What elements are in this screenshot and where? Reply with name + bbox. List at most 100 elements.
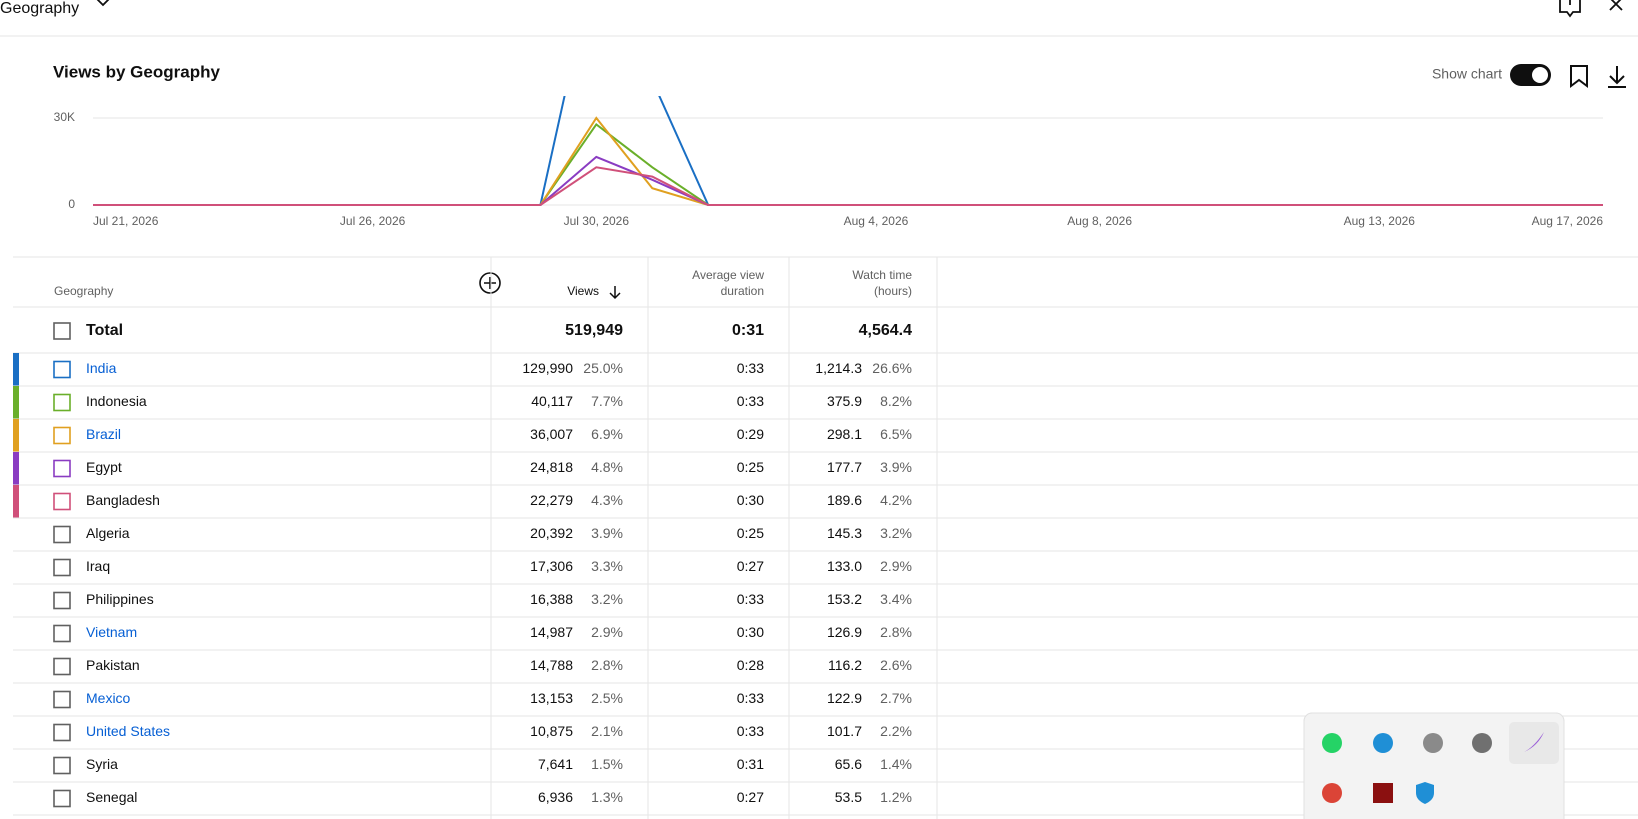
webcam-icon[interactable] [1423,733,1443,753]
x-tick-label: Jul 26, 2026 [340,214,406,228]
row-color-bar [13,419,19,452]
add-column-button[interactable] [479,272,501,294]
checkbox[interactable] [53,723,71,742]
cloud-icon[interactable] [1472,733,1492,753]
checkbox[interactable] [53,690,71,709]
watch-time-cell: 116.2 [828,657,862,673]
feedback-icon[interactable] [1559,0,1581,18]
watch-share-cell: 3.2% [880,525,912,541]
total-cell: 4,564.4 [859,322,912,339]
duration-cell: 0:33 [737,360,764,376]
views-cell: 17,306 [530,558,573,574]
watch-share-cell: 3.4% [880,591,912,607]
total-cell: 0:31 [732,322,764,339]
dropdown-icon[interactable] [96,0,110,7]
geography-link[interactable]: Mexico [86,690,131,706]
checkbox[interactable] [53,756,71,775]
checkbox[interactable] [53,558,71,577]
views-share-cell: 4.8% [591,459,623,475]
geography-link[interactable]: United States [86,723,170,739]
watch-share-cell: 2.8% [880,624,912,640]
geography-cell: Pakistan [86,657,140,673]
views-share-cell: 2.8% [591,657,623,673]
views-share-cell: 1.5% [591,756,623,772]
watch-time-cell: 126.9 [827,624,862,640]
geography-link[interactable]: India [86,360,117,376]
watch-time-cell: 145.3 [827,525,862,541]
y-tick-label: 30K [54,110,75,124]
bookmark-icon[interactable] [1570,65,1588,88]
views-share-cell: 1.3% [591,789,623,805]
views-cell: 13,153 [530,690,573,706]
edge-icon[interactable] [1373,733,1393,753]
geography-cell: Egypt [86,459,122,475]
series-line [93,166,1603,206]
series-line [93,122,1603,206]
views-cell: 36,007 [530,426,573,442]
sort-icon [609,286,621,300]
checkbox[interactable] [53,426,71,445]
row-color-bar [13,485,19,518]
row-color-bar [13,452,19,485]
checkbox[interactable] [53,525,71,544]
checkbox[interactable] [53,459,71,478]
checkbox[interactable] [53,657,71,676]
checkbox[interactable] [53,360,71,379]
views-share-cell: 2.1% [591,723,623,739]
series-line [93,116,1603,206]
views-share-cell: 7.7% [591,393,623,409]
column-header: (hours) [874,284,912,298]
chart-title: Views by Geography [53,62,220,81]
column-header: Geography [54,284,113,298]
checkbox[interactable] [53,322,71,340]
duration-cell: 0:27 [737,789,764,805]
checkbox[interactable] [53,624,71,643]
views-share-cell: 4.3% [591,492,623,508]
add-column-plus [484,277,496,289]
page-title: Geography [0,0,79,17]
watch-time-cell: 153.2 [827,591,862,607]
geography-link[interactable]: Vietnam [86,624,137,640]
show-chart-label: Show chart [1432,66,1502,82]
show-chart-toggle[interactable] [1510,64,1551,86]
watch-time-cell: 375.9 [827,393,862,409]
duration-cell: 0:29 [737,426,764,442]
watch-share-cell: 3.9% [880,459,912,475]
views-share-cell: 2.9% [591,624,623,640]
checkbox[interactable] [53,393,71,412]
watch-share-cell: 2.6% [880,657,912,673]
close-icon[interactable] [1609,0,1623,11]
checkbox[interactable] [53,492,71,511]
views-share-cell: 25.0% [583,360,623,376]
duration-cell: 0:30 [737,492,764,508]
duration-cell: 0:33 [737,690,764,706]
column-header[interactable]: Views [567,284,599,298]
watch-share-cell: 1.4% [880,756,912,772]
defender-icon[interactable] [1416,782,1434,804]
views-cell: 40,117 [531,393,573,409]
download-icon[interactable] [1608,66,1626,88]
whatsapp-icon[interactable] [1322,733,1342,753]
row-color-bar [13,353,19,386]
views-cell: 10,875 [530,723,573,739]
watch-time-cell: 177.7 [827,459,862,475]
checkbox[interactable] [53,591,71,610]
y-tick-label: 0 [68,197,75,211]
watch-time-cell: 65.6 [835,756,862,772]
geography-cell: Philippines [86,591,154,607]
views-share-cell: 2.5% [591,690,623,706]
views-cell: 14,987 [530,624,573,640]
series-line [93,96,1603,206]
watch-time-cell: 53.5 [835,789,862,805]
app-icon[interactable] [1373,783,1393,803]
checkbox[interactable] [53,789,71,808]
chrome-icon[interactable] [1322,783,1342,803]
geography-link[interactable]: Brazil [86,426,121,442]
watch-share-cell: 1.2% [880,789,912,805]
chart: 0 30K Jul 21, 2026 Jul 26, 2026 Jul 30, 2026… [54,96,1603,228]
total-cell: Total [86,322,123,339]
watch-share-cell: 6.5% [880,426,912,442]
geography-cell: Indonesia [86,393,147,409]
watch-share-cell: 4.2% [880,492,912,508]
